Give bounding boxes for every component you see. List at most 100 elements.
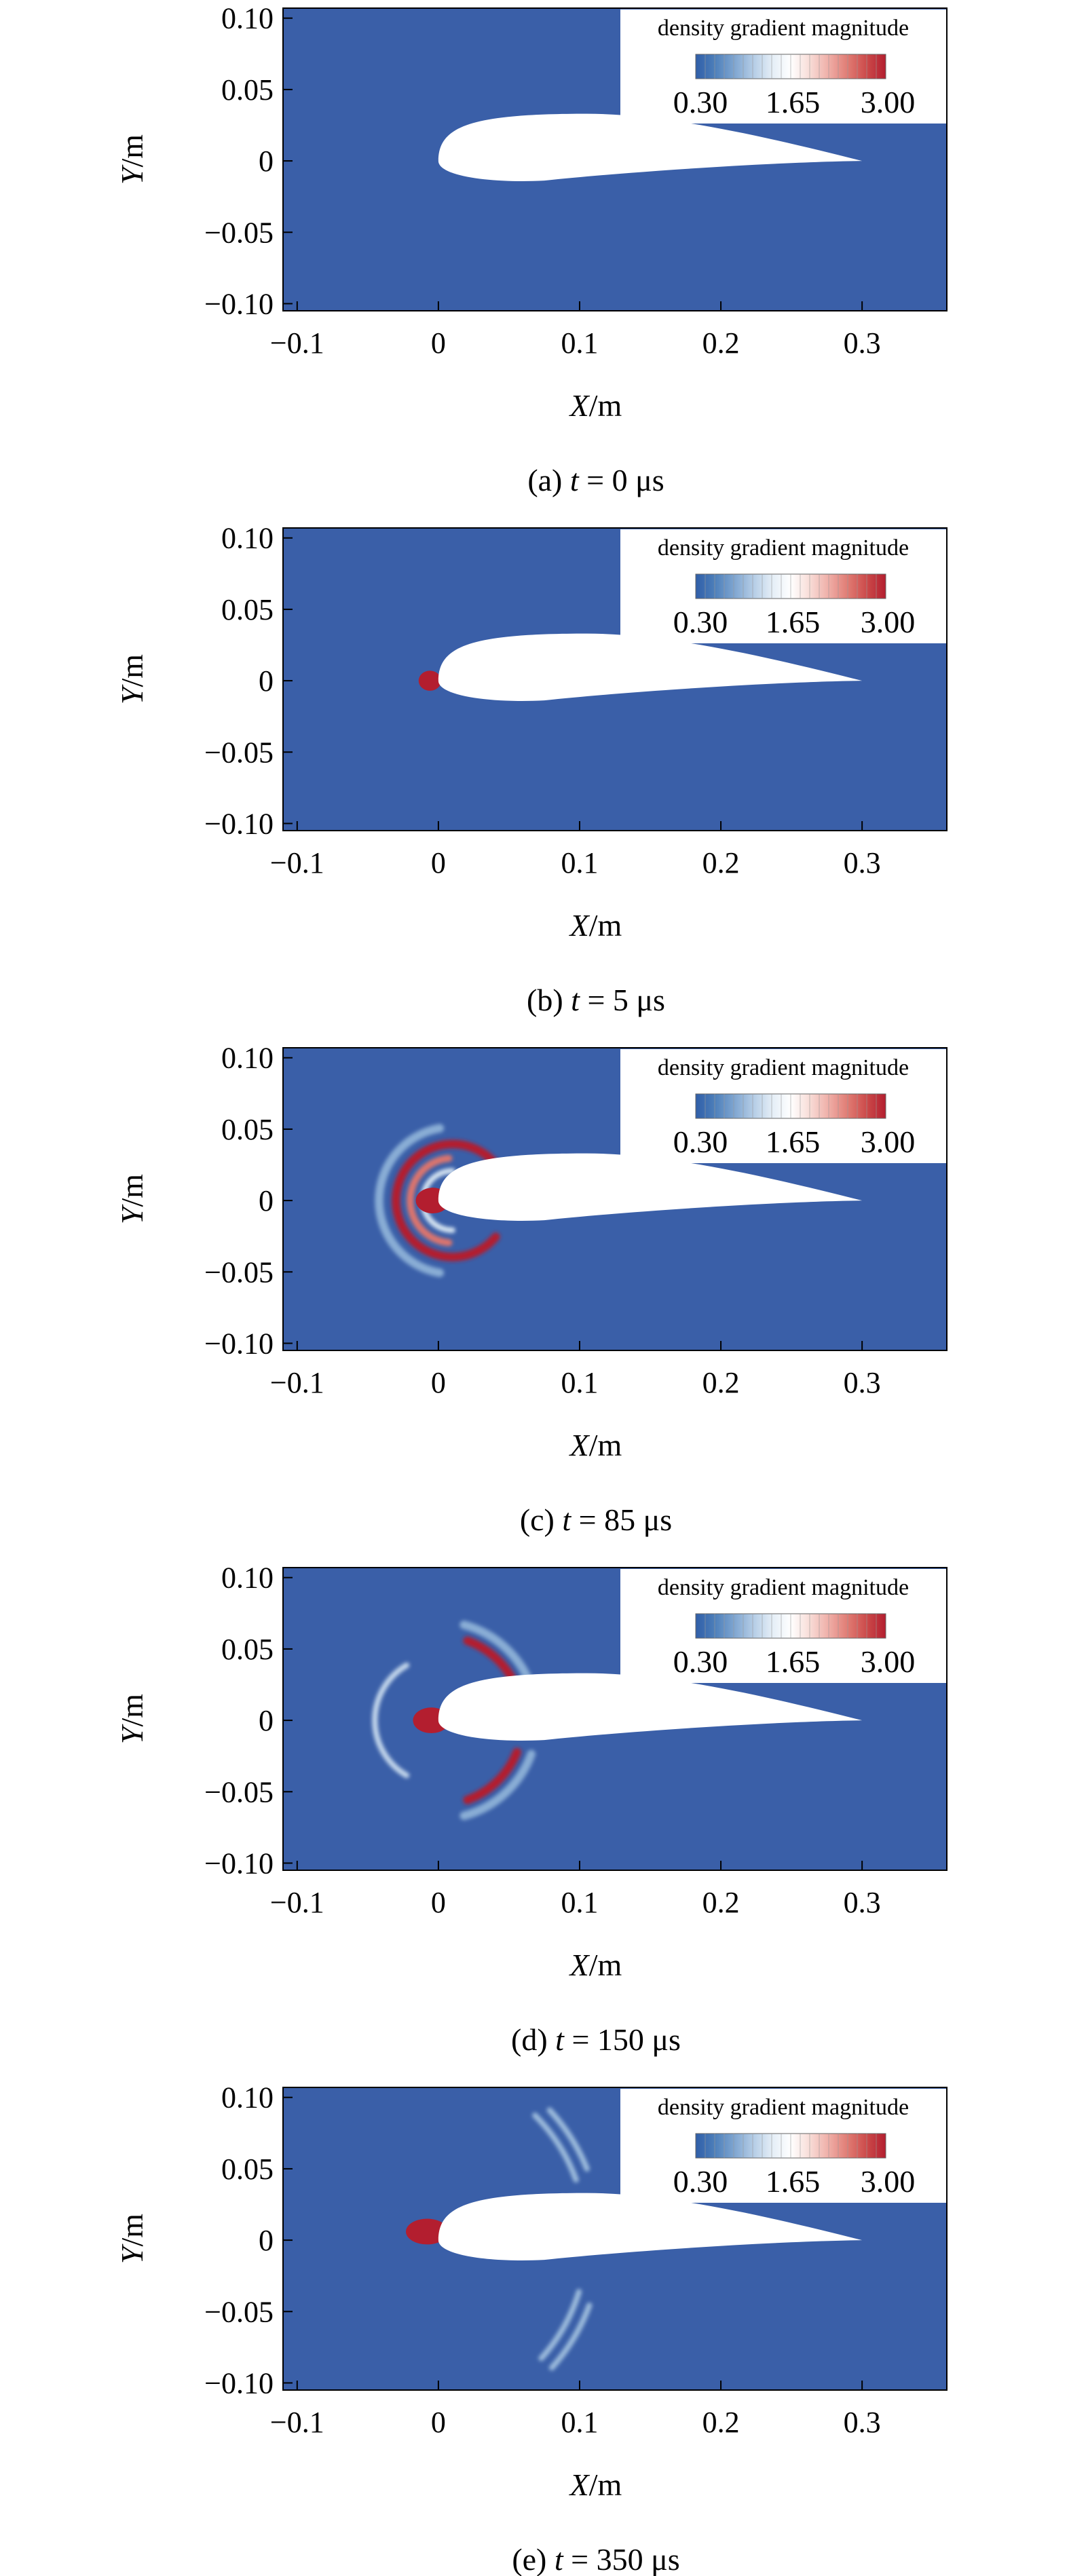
colorbar-label: 3.00 xyxy=(861,1644,916,1679)
caption-space xyxy=(548,2022,556,2057)
colorbar-label: 3.00 xyxy=(861,605,916,639)
y-axis-symbol: Y xyxy=(115,1724,149,1744)
y-tick-label: 0.10 xyxy=(221,2081,274,2115)
shock-wave-arc xyxy=(532,2113,579,2183)
plot-frame xyxy=(282,527,948,831)
y-axis-unit: /m xyxy=(115,2214,149,2247)
x-tick-label: 0 xyxy=(431,1366,446,1399)
caption-label: (b) xyxy=(527,983,563,1017)
x-axis-unit: /m xyxy=(589,2467,622,2502)
panel-d: density gradient magnitude 0.30 1.65 3.00 0.… xyxy=(115,1561,948,2057)
colorbar-label: 1.65 xyxy=(766,85,821,119)
y-axis-label: Y/m xyxy=(115,1694,149,1744)
shock-wave-arc xyxy=(372,1662,410,1779)
airfoil xyxy=(438,633,863,701)
caption-label: (e) xyxy=(512,2542,546,2576)
colorbar-label: 0.30 xyxy=(673,2164,728,2199)
legend-title: density gradient magnitude xyxy=(658,1575,909,1600)
caption-label: (d) xyxy=(511,2022,548,2057)
x-axis-label: X/m xyxy=(569,908,622,943)
x-axis-symbol: X xyxy=(569,1428,590,1462)
x-axis-unit: /m xyxy=(589,908,622,943)
legend-title: density gradient magnitude xyxy=(658,2095,909,2120)
x-tick-label: 0.2 xyxy=(702,1886,740,1919)
x-tick-label: 0.1 xyxy=(561,326,598,360)
caption-space xyxy=(563,2542,571,2576)
caption-time-value: = 150 μs xyxy=(571,2022,681,2057)
shock-wave-arc xyxy=(375,1124,445,1277)
caption-label: (c) xyxy=(520,1502,555,1537)
x-tick-label: 0.3 xyxy=(844,2406,881,2439)
y-tick-label: 0 xyxy=(259,2224,274,2257)
y-tick-label: −0.10 xyxy=(204,1846,274,1880)
caption-time-symbol: t xyxy=(562,1502,571,1537)
y-tick-label: −0.05 xyxy=(204,216,274,249)
x-axis-label: X/m xyxy=(569,1948,622,1982)
y-axis-symbol: Y xyxy=(115,2243,149,2264)
caption-space xyxy=(571,1502,579,1537)
y-tick-label: 0.10 xyxy=(221,522,274,555)
legend-title: density gradient magnitude xyxy=(658,1055,909,1080)
caption-time-value: = 350 μs xyxy=(571,2542,680,2576)
plot-frame xyxy=(282,2087,948,2391)
colorbar-label: 0.30 xyxy=(673,605,728,639)
airfoil xyxy=(438,113,863,181)
y-tick-label: 0.05 xyxy=(221,1113,274,1146)
y-tick-label: 0.05 xyxy=(221,593,274,626)
y-tick-label: −0.10 xyxy=(204,287,274,320)
x-axis-symbol: X xyxy=(569,2467,590,2502)
x-axis-symbol: X xyxy=(569,1948,590,1982)
colorbar-label: 0.30 xyxy=(673,1124,728,1159)
colorbar-label: 1.65 xyxy=(766,605,821,639)
x-tick-label: 0 xyxy=(431,2406,446,2439)
shock-wave-arc xyxy=(407,1154,453,1247)
shock-wave-arc xyxy=(548,2303,593,2371)
x-tick-label: 0.3 xyxy=(844,326,881,360)
y-tick-label: −0.10 xyxy=(204,1327,274,1360)
y-tick-label: 0.05 xyxy=(221,2153,274,2186)
x-tick-label: 0.3 xyxy=(844,846,881,879)
colorbar-label: 0.30 xyxy=(673,1644,728,1679)
y-axis-unit: /m xyxy=(115,1694,149,1727)
colorbar-label: 1.65 xyxy=(766,1644,821,1679)
x-tick-label: 0.2 xyxy=(702,326,740,360)
airfoil xyxy=(438,1153,863,1221)
y-axis-unit: /m xyxy=(115,1174,149,1207)
y-axis-label: Y/m xyxy=(115,1174,149,1224)
y-tick-label: 0 xyxy=(259,145,274,178)
caption-time-value: = 5 μs xyxy=(587,983,665,1017)
x-tick-label: 0.1 xyxy=(561,1886,598,1919)
x-axis-unit: /m xyxy=(589,388,622,423)
y-tick-label: 0.10 xyxy=(221,1561,274,1595)
x-tick-label: 0 xyxy=(431,846,446,879)
caption-time-symbol: t xyxy=(555,2022,565,2057)
colorbar-label: 3.00 xyxy=(861,1124,916,1159)
x-tick-label: 0.3 xyxy=(844,1886,881,1919)
caption-space xyxy=(579,463,587,497)
y-axis-symbol: Y xyxy=(115,1204,149,1224)
plot-frame xyxy=(282,7,948,311)
panel-caption: (d) t = 150 μs xyxy=(511,2022,681,2057)
y-tick-label: 0.05 xyxy=(221,73,274,107)
y-tick-label: −0.05 xyxy=(204,736,274,769)
caption-time-value: = 0 μs xyxy=(586,463,664,497)
x-axis-unit: /m xyxy=(589,1948,622,1982)
x-axis-label: X/m xyxy=(569,388,622,423)
colorbar-label: 0.30 xyxy=(673,85,728,119)
y-axis-label: Y/m xyxy=(115,134,149,185)
panel-caption: (b) t = 5 μs xyxy=(527,983,665,1017)
x-axis-symbol: X xyxy=(569,908,590,943)
y-tick-label: 0 xyxy=(259,1184,274,1217)
y-axis-label: Y/m xyxy=(115,2214,149,2264)
x-tick-label: −0.1 xyxy=(270,846,324,879)
x-tick-label: 0.2 xyxy=(702,2406,740,2439)
y-axis-symbol: Y xyxy=(115,164,149,185)
shock-wave-arc xyxy=(460,1749,536,1821)
y-tick-label: −0.05 xyxy=(204,2295,274,2328)
colorbar-label: 3.00 xyxy=(861,85,916,119)
panel-caption: (a) t = 0 μs xyxy=(527,463,664,497)
colorbar-label: 3.00 xyxy=(861,2164,916,2199)
y-tick-label: −0.05 xyxy=(204,1255,274,1289)
